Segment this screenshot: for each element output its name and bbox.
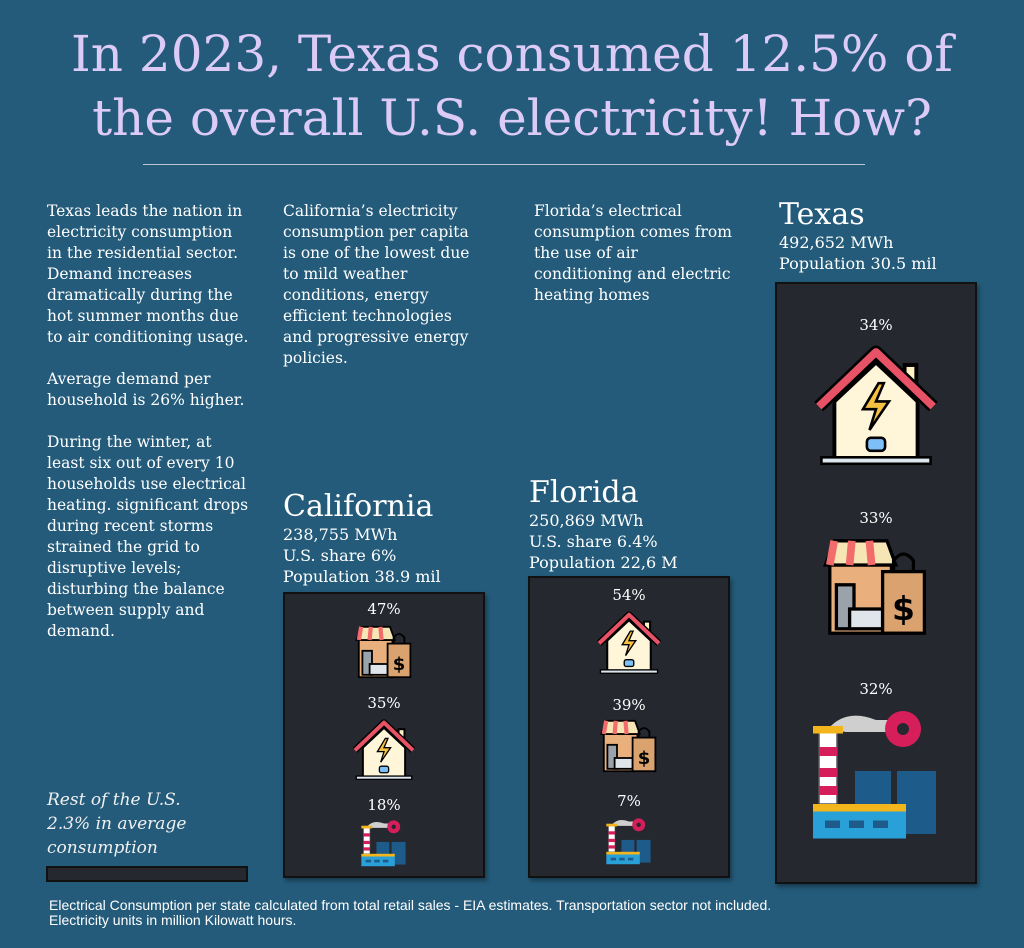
title-line-1: In 2023, Texas consumed 12.5% of <box>71 25 953 83</box>
rest-line-1: Rest of the U.S. <box>47 790 181 810</box>
commercial-pct: 47% <box>367 600 401 618</box>
california-panel: 47% 35% 18% <box>283 592 485 878</box>
residential-house-icon <box>595 608 663 676</box>
florida-panel: 54% 39% 7% <box>528 576 730 878</box>
florida-header: Florida 250,869 MWh U.S. share 6.4% Popu… <box>529 476 678 573</box>
rest-of-us-label: Rest of the U.S. 2.3% in average consump… <box>47 788 186 860</box>
footer-line-1: Electrical Consumption per state calcula… <box>49 897 772 913</box>
commercial-shop-icon <box>806 532 946 642</box>
divider <box>143 164 865 165</box>
texas-panel: 34% 33% 32% <box>775 282 977 884</box>
commercial-shop-icon <box>353 622 415 682</box>
industrial-pct: 7% <box>617 792 641 810</box>
state-population: Population 22,6 M <box>529 553 678 572</box>
commercial-pct: 39% <box>612 696 646 714</box>
state-population: Population 30.5 mil <box>779 254 937 273</box>
rest-line-3: consumption <box>47 838 158 858</box>
footer-line-2: Electricity units in million Kilowatt ho… <box>49 912 297 928</box>
commercial-pct: 33% <box>859 509 893 527</box>
state-mwh: 238,755 MWh <box>283 525 398 544</box>
industrial-factory-icon <box>602 814 656 868</box>
industrial-factory-icon <box>357 816 411 870</box>
title-line-2: the overall U.S. electricity! How? <box>92 89 932 147</box>
texas-paragraph-2: Average demand per household is 26% high… <box>47 370 245 409</box>
florida-description: Florida’s electrical consumption comes f… <box>534 202 732 304</box>
state-share: U.S. share 6.4% <box>529 532 658 551</box>
industrial-pct: 32% <box>859 680 893 698</box>
state-name: Texas <box>779 197 865 232</box>
texas-header: Texas 492,652 MWh Population 30.5 mil <box>779 198 937 274</box>
rest-of-us-bar <box>46 866 248 882</box>
texas-paragraph-1: Texas leads the nation in electricity co… <box>47 202 249 346</box>
california-description: California’s electricity consumption per… <box>283 202 470 367</box>
texas-paragraph-3: During the winter, at least six out of e… <box>47 433 249 640</box>
state-name: California <box>283 489 434 524</box>
industrial-factory-icon <box>801 699 951 849</box>
state-share: U.S. share 6% <box>283 546 397 565</box>
state-mwh: 250,869 MWh <box>529 511 644 530</box>
state-population: Population 38.9 mil <box>283 567 441 586</box>
footer-note: Electrical Consumption per state calcula… <box>49 898 771 928</box>
residential-house-icon <box>810 339 942 469</box>
california-header: California 238,755 MWh U.S. share 6% Pop… <box>283 490 441 587</box>
texas-description: Texas leads the nation in electricity co… <box>47 201 252 642</box>
state-name: Florida <box>529 475 639 510</box>
state-mwh: 492,652 MWh <box>779 233 894 252</box>
residential-pct: 34% <box>859 316 893 334</box>
residential-pct: 35% <box>367 694 401 712</box>
rest-line-2: 2.3% in average <box>47 814 187 834</box>
residential-pct: 54% <box>612 586 646 604</box>
page-title: In 2023, Texas consumed 12.5% of the ove… <box>0 22 1024 150</box>
residential-house-icon <box>351 716 417 782</box>
industrial-pct: 18% <box>367 796 401 814</box>
commercial-shop-icon <box>590 716 668 776</box>
